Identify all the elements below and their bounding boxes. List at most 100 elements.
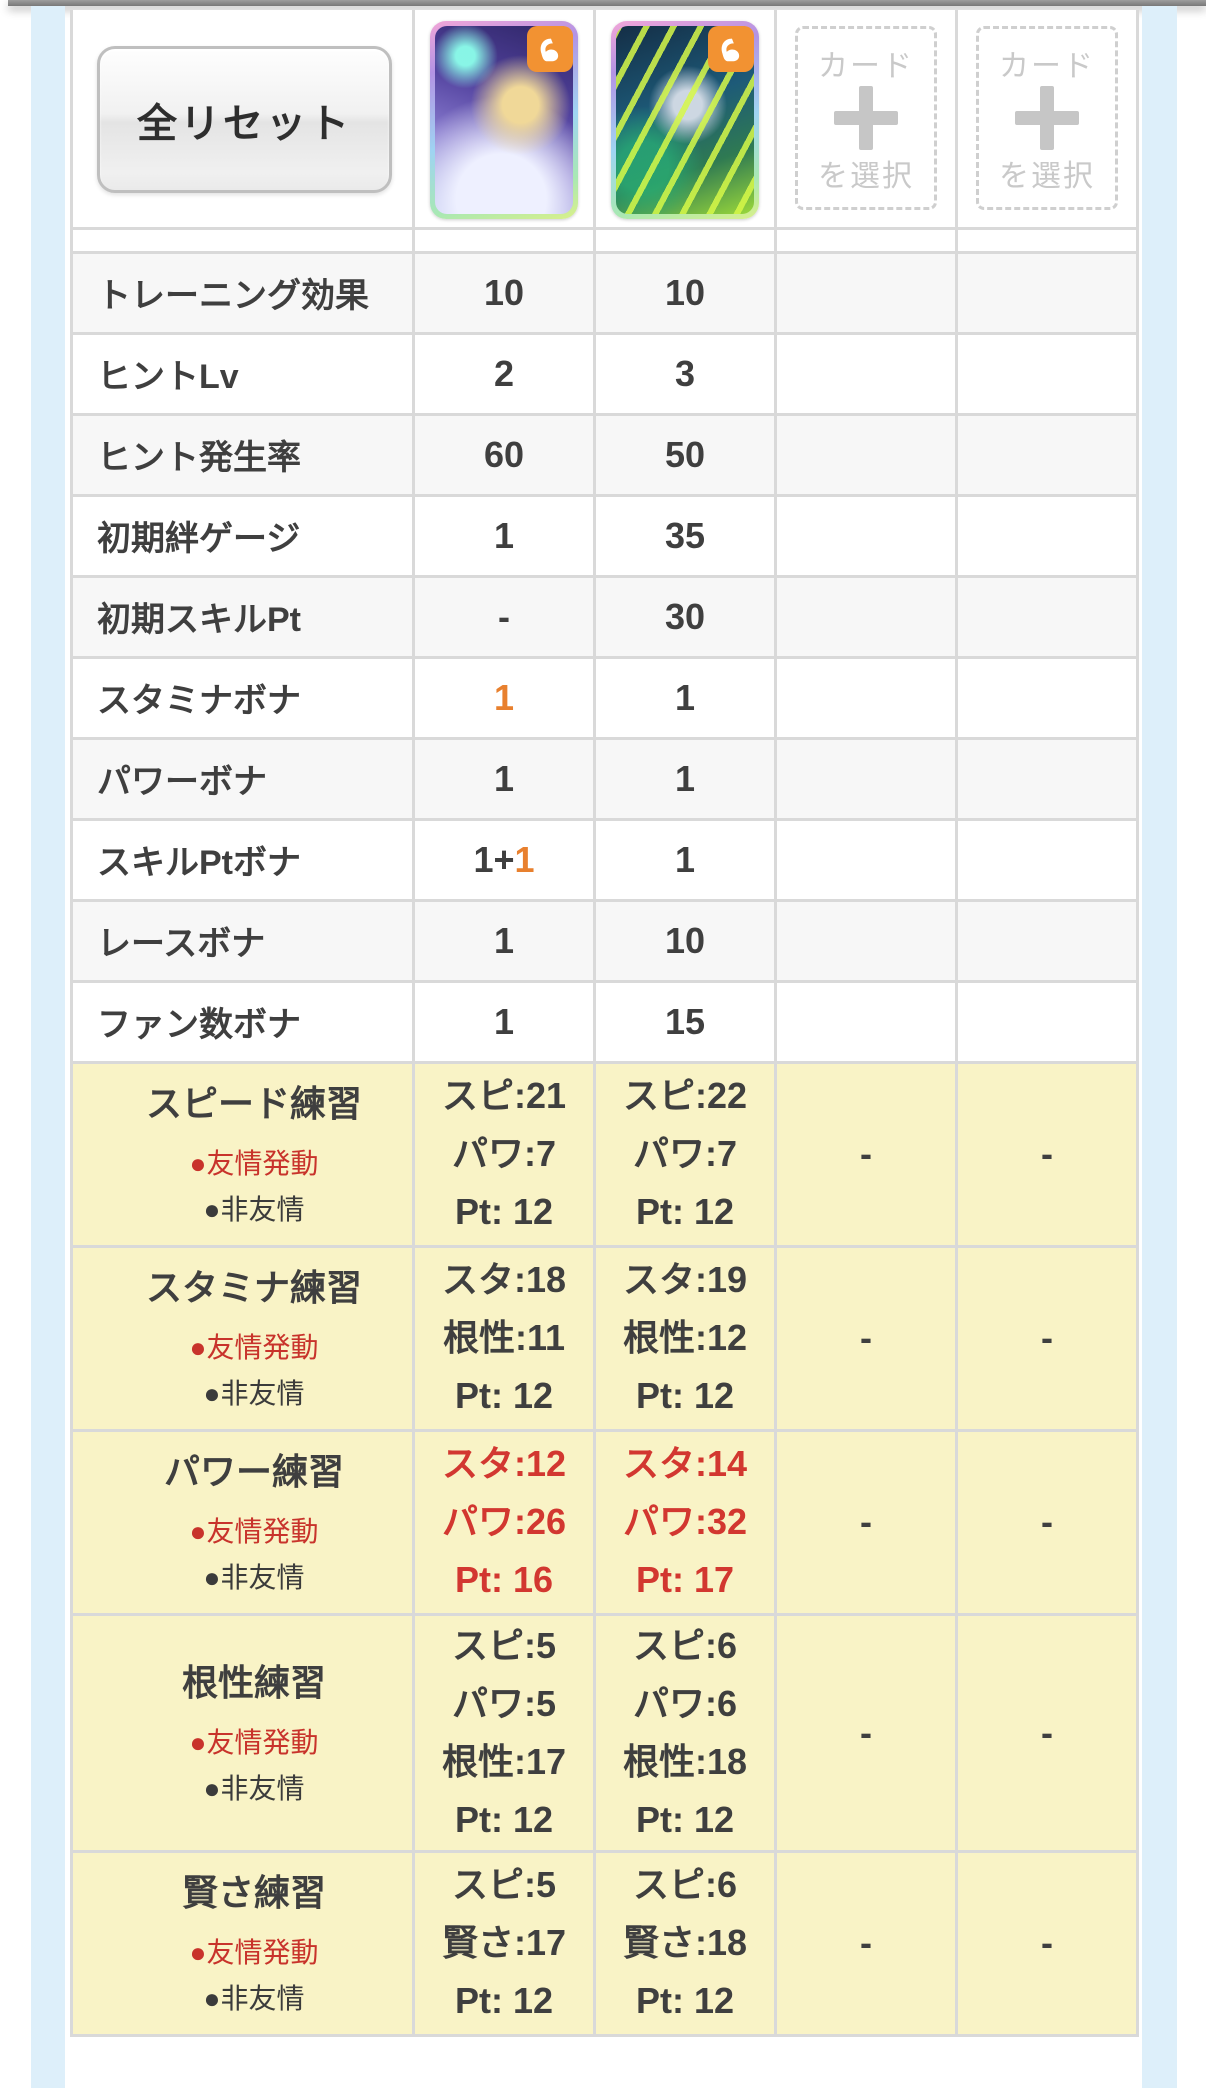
stat-row: レースボナ 1 10 <box>70 898 1139 983</box>
friendship-legend: ●友情発動 <box>189 1148 319 1179</box>
plus-icon <box>1015 86 1079 150</box>
training-row: パワー練習 ●友情発動 ●非友情 スタ:12 パワ:26 Pt: 16 スタ:14 パワ:32… <box>70 1428 1139 1616</box>
stat-empty-cell <box>774 736 958 821</box>
stat-row-label: 初期スキルPt <box>70 574 415 659</box>
training-row-label: 賢さ練習 ●友情発動 ●非友情 <box>70 1849 415 2037</box>
training-value-cell: スタ:18 根性:11 Pt: 12 <box>412 1244 596 1432</box>
stat-value-cell: 50 <box>593 412 777 497</box>
stat-value-cell: - <box>412 574 596 659</box>
stat-value-cell: 1 <box>412 736 596 821</box>
training-row-label: スタミナ練習 ●友情発動 ●非友情 <box>70 1244 415 1432</box>
empty-card-select-2[interactable]: カード を選択 <box>976 26 1118 210</box>
non-friendship-legend: ●非友情 <box>203 1194 305 1225</box>
stat-empty-cell <box>774 898 958 983</box>
friendship-legend: ●友情発動 <box>189 1937 319 1968</box>
card-select-label-top: カード <box>999 50 1095 83</box>
training-row-label: 根性練習 ●友情発動 ●非友情 <box>70 1612 415 1853</box>
stat-row-label: パワーボナ <box>70 736 415 821</box>
stat-value-cell: 1 <box>593 655 777 740</box>
training-value-cell: スピ:5 パワ:5 根性:17 Pt: 12 <box>412 1612 596 1853</box>
stat-empty-cell <box>955 736 1139 821</box>
stat-empty-cell <box>774 574 958 659</box>
stat-value-cell: 35 <box>593 493 777 578</box>
empty-card-select-1[interactable]: カード を選択 <box>795 26 937 210</box>
support-card-1[interactable] <box>430 21 578 219</box>
stat-row: ヒント発生率 60 50 <box>70 412 1139 497</box>
top-banner-edge <box>8 0 1206 6</box>
card-slot-3-cell: カード を選択 <box>774 10 958 230</box>
stat-row-label: レースボナ <box>70 898 415 983</box>
training-value-cell: スタ:12 パワ:26 Pt: 16 <box>412 1428 596 1616</box>
stat-empty-cell <box>955 331 1139 416</box>
training-value-cell: スタ:19 根性:12 Pt: 12 <box>593 1244 777 1432</box>
stat-value-cell: 10 <box>593 250 777 335</box>
muscle-power-badge <box>708 26 754 72</box>
stat-empty-cell <box>955 412 1139 497</box>
stat-empty-cell <box>955 979 1139 1064</box>
page-gutter-right <box>1142 6 1177 2088</box>
training-row: 賢さ練習 ●友情発動 ●非友情 スピ:5 賢さ:17 Pt: 12 スピ:6 賢さ:18 Pt:… <box>70 1849 1139 2037</box>
training-dash-cell: - <box>774 1849 958 2037</box>
training-dash-cell: - <box>774 1060 958 1248</box>
stat-value-cell: 1 <box>593 736 777 821</box>
stat-empty-cell <box>774 331 958 416</box>
training-dash-cell: - <box>774 1612 958 1853</box>
training-row: スピード練習 ●友情発動 ●非友情 スピ:21 パワ:7 Pt: 12 スピ:22 パワ:7 P… <box>70 1060 1139 1248</box>
stat-row-label: ヒント発生率 <box>70 412 415 497</box>
friendship-legend: ●友情発動 <box>189 1516 319 1547</box>
training-value-cell: スピ:5 賢さ:17 Pt: 12 <box>412 1849 596 2037</box>
training-dash-cell: - <box>774 1428 958 1616</box>
stat-empty-cell <box>774 250 958 335</box>
stat-value-cell: 10 <box>412 250 596 335</box>
non-friendship-legend: ●非友情 <box>203 1562 305 1593</box>
reset-button-cell: 全リセット <box>70 10 415 230</box>
reset-all-button[interactable]: 全リセット <box>97 46 392 193</box>
stat-row: トレーニング効果 10 10 <box>70 250 1139 335</box>
stat-value-cell: 2 <box>412 331 596 416</box>
stat-value-cell: 15 <box>593 979 777 1064</box>
spacer-row <box>70 226 1139 254</box>
page-gutter-left <box>31 6 65 2088</box>
training-row: 根性練習 ●友情発動 ●非友情 スピ:5 パワ:5 根性:17 Pt: 12 スピ:6 パワ:6… <box>70 1612 1139 1853</box>
stat-row: スキルPtボナ 1+1 1 <box>70 817 1139 902</box>
training-row-label: スピード練習 ●友情発動 ●非友情 <box>70 1060 415 1248</box>
card-select-label-top: カード <box>818 50 914 83</box>
card-header-row: 全リセット <box>70 10 1139 230</box>
training-name: スピード練習 <box>145 1083 362 1124</box>
training-dash-cell: - <box>774 1244 958 1432</box>
stat-row-label: 初期絆ゲージ <box>70 493 415 578</box>
plus-icon <box>834 86 898 150</box>
stat-row-label: スタミナボナ <box>70 655 415 740</box>
muscle-icon <box>721 38 740 62</box>
muscle-icon <box>540 38 559 62</box>
training-dash-cell: - <box>955 1060 1139 1248</box>
support-card-2[interactable] <box>611 21 759 219</box>
card-select-label-bottom: を選択 <box>999 160 1095 193</box>
stat-value-cell: 1 <box>593 817 777 902</box>
stat-empty-cell <box>955 817 1139 902</box>
training-dash-cell: - <box>955 1849 1139 2037</box>
stat-empty-cell <box>955 250 1139 335</box>
training-dash-cell: - <box>955 1428 1139 1616</box>
stat-empty-cell <box>955 493 1139 578</box>
training-name: パワー練習 <box>163 1451 344 1492</box>
training-dash-cell: - <box>955 1244 1139 1432</box>
muscle-power-badge <box>527 26 573 72</box>
training-value-cell: スピ:21 パワ:7 Pt: 12 <box>412 1060 596 1248</box>
non-friendship-legend: ●非友情 <box>203 1772 305 1804</box>
support-card-comparison-table: 全リセット <box>70 10 1139 2037</box>
stat-value-cell: 1 <box>412 493 596 578</box>
card-slot-2-cell <box>593 10 777 230</box>
stat-empty-cell <box>774 817 958 902</box>
stat-row: スタミナボナ 1 1 <box>70 655 1139 740</box>
stat-empty-cell <box>955 574 1139 659</box>
stat-row: 初期スキルPt -30 <box>70 574 1139 659</box>
stat-empty-cell <box>955 655 1139 740</box>
card-slot-1-cell <box>412 10 596 230</box>
stat-value-cell: 60 <box>412 412 596 497</box>
training-name: スタミナ練習 <box>145 1267 362 1308</box>
stat-row: パワーボナ 1 1 <box>70 736 1139 821</box>
stat-value-cell: 1+1 <box>412 817 596 902</box>
stat-empty-cell <box>774 493 958 578</box>
stat-row-label: トレーニング効果 <box>70 250 415 335</box>
